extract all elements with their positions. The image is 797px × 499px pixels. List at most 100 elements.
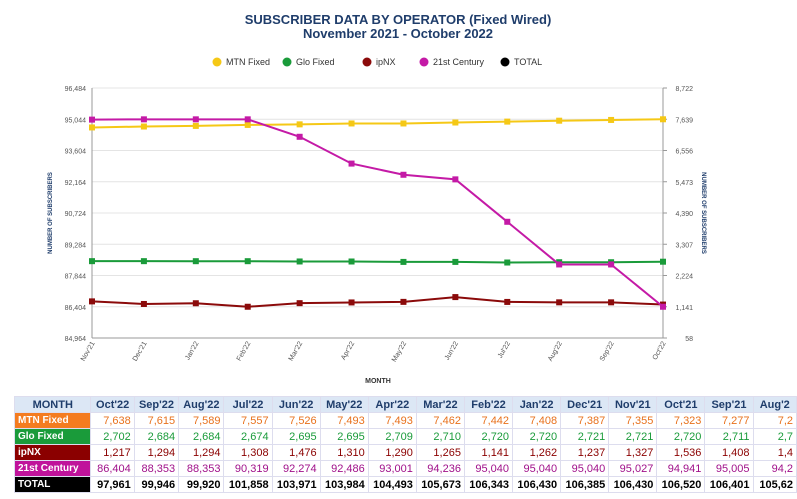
x-tick-label: Mar'22 [288, 340, 305, 362]
header-cell: Jul'22 [223, 396, 273, 413]
point [192, 116, 199, 123]
y-tick-label: 95,044 [65, 117, 87, 124]
row-label: MTN Fixed [14, 412, 92, 429]
value-cell: 2,7 [752, 428, 797, 445]
header-cell: MONTH [14, 396, 92, 413]
row-label: 21st Century [14, 460, 92, 477]
y-tick-label: 84,964 [65, 336, 87, 343]
value-cell: 1,262 [512, 444, 562, 461]
point [348, 258, 355, 265]
value-cell: 103,971 [271, 476, 321, 493]
value-cell: 1,141 [463, 444, 514, 461]
legend-marker [419, 57, 429, 67]
header-cell: Apr'22 [367, 396, 417, 413]
point [660, 53, 666, 59]
point [504, 218, 511, 225]
y2-tick-label: 8,722 [675, 86, 693, 93]
value-cell: 95,027 [608, 460, 658, 477]
value-cell: 7,493 [319, 412, 369, 429]
y-tick-label: 92,164 [65, 180, 87, 187]
series-line [91, 296, 664, 308]
chart: SUBSCRIBER DATA BY OPERATOR (Fixed Wired… [48, 10, 706, 385]
y2-tick-label: 3,307 [675, 242, 693, 249]
point [89, 298, 95, 305]
point [140, 300, 147, 307]
header-cell: Aug'2 [752, 396, 797, 413]
value-cell: 1,237 [560, 444, 610, 461]
value-cell: 2,721 [560, 428, 610, 445]
header-cell: Mar'22 [415, 396, 465, 413]
point [452, 119, 459, 126]
header-cell: Oct'21 [656, 396, 706, 413]
x-axis-title: MONTH [365, 378, 391, 385]
plot-area [89, 10, 666, 310]
point [608, 299, 615, 306]
legend-label: ipNX [376, 57, 396, 67]
y2-axis-title: NUMBER OF SUBSCRIBERS [700, 172, 706, 254]
point [296, 258, 303, 265]
header-row: MONTH Oct'22 Sep'22 Aug'22 Jul'22 Jun'22 May'2… [14, 396, 797, 413]
value-cell: 2,674 [223, 428, 273, 445]
table-row: MTN Fixed 7,638 7,615 7,589 7,557 7,526 7,493 7… [14, 412, 797, 429]
chart-title: SUBSCRIBER DATA BY OPERATOR (Fixed Wired… [245, 12, 552, 27]
point [89, 116, 95, 123]
value-cell: 1,308 [223, 444, 273, 461]
point [504, 118, 511, 125]
header-cell: Jan'22 [512, 396, 562, 413]
value-cell: 105,62 [752, 476, 797, 493]
value-cell: 2,709 [367, 428, 417, 445]
point [452, 294, 459, 301]
legend-marker [282, 57, 292, 67]
value-cell: 1,476 [271, 444, 321, 461]
point [452, 176, 459, 183]
header-cell: Sep'21 [704, 396, 754, 413]
value-cell: 7,323 [656, 412, 706, 429]
value-cell: 2,702 [90, 428, 135, 445]
chart-subtitle: November 2021 - October 2022 [303, 26, 493, 41]
point [140, 258, 147, 265]
x-tick-label: Jan'22 [184, 340, 200, 361]
legend-marker [212, 57, 222, 67]
value-cell: 92,486 [319, 460, 369, 477]
value-cell: 104,493 [367, 476, 417, 493]
value-cell: 106,343 [463, 476, 514, 493]
header-cell: Oct'22 [90, 396, 135, 413]
value-cell: 94,2 [752, 460, 797, 477]
value-cell: 92,274 [271, 460, 321, 477]
value-cell: 94,236 [415, 460, 465, 477]
y-tick-label: 87,844 [65, 274, 87, 281]
value-cell: 2,695 [319, 428, 369, 445]
value-cell: 1,4 [752, 444, 797, 461]
y-tick-label: 86,404 [65, 305, 87, 312]
table-row: TOTAL 97,961 99,946 99,920 101,858 103,971 103… [14, 476, 797, 493]
value-cell: 1,265 [415, 444, 465, 461]
series-line [91, 118, 664, 129]
point [556, 261, 563, 268]
value-cell: 7,462 [415, 412, 465, 429]
y-tick-label: 89,284 [65, 242, 87, 249]
value-cell: 2,711 [704, 428, 754, 445]
header-cell: Jun'22 [271, 396, 321, 413]
value-cell: 7,557 [223, 412, 273, 429]
value-cell: 105,673 [415, 476, 465, 493]
header-cell: Feb'22 [463, 396, 514, 413]
value-cell: 7,408 [512, 412, 562, 429]
row-label: TOTAL [14, 476, 92, 493]
value-cell: 1,408 [704, 444, 754, 461]
x-tick-label: Sep'22 [599, 340, 616, 362]
x-tick-label: Oct'22 [652, 340, 668, 361]
value-cell: 7,442 [463, 412, 514, 429]
x-tick-label: Jun'22 [444, 340, 460, 361]
value-cell: 97,961 [90, 476, 135, 493]
y2-tick-label: 58 [685, 336, 693, 343]
header-cell: Nov'21 [608, 396, 658, 413]
point [556, 10, 562, 16]
value-cell: 2,684 [178, 428, 225, 445]
value-cell: 7,638 [90, 412, 135, 429]
value-cell: 106,430 [608, 476, 658, 493]
value-cell: 90,319 [223, 460, 273, 477]
legend-label: TOTAL [514, 57, 542, 67]
header-cell: May'22 [319, 396, 369, 413]
point [400, 298, 407, 305]
value-cell: 7,355 [608, 412, 658, 429]
